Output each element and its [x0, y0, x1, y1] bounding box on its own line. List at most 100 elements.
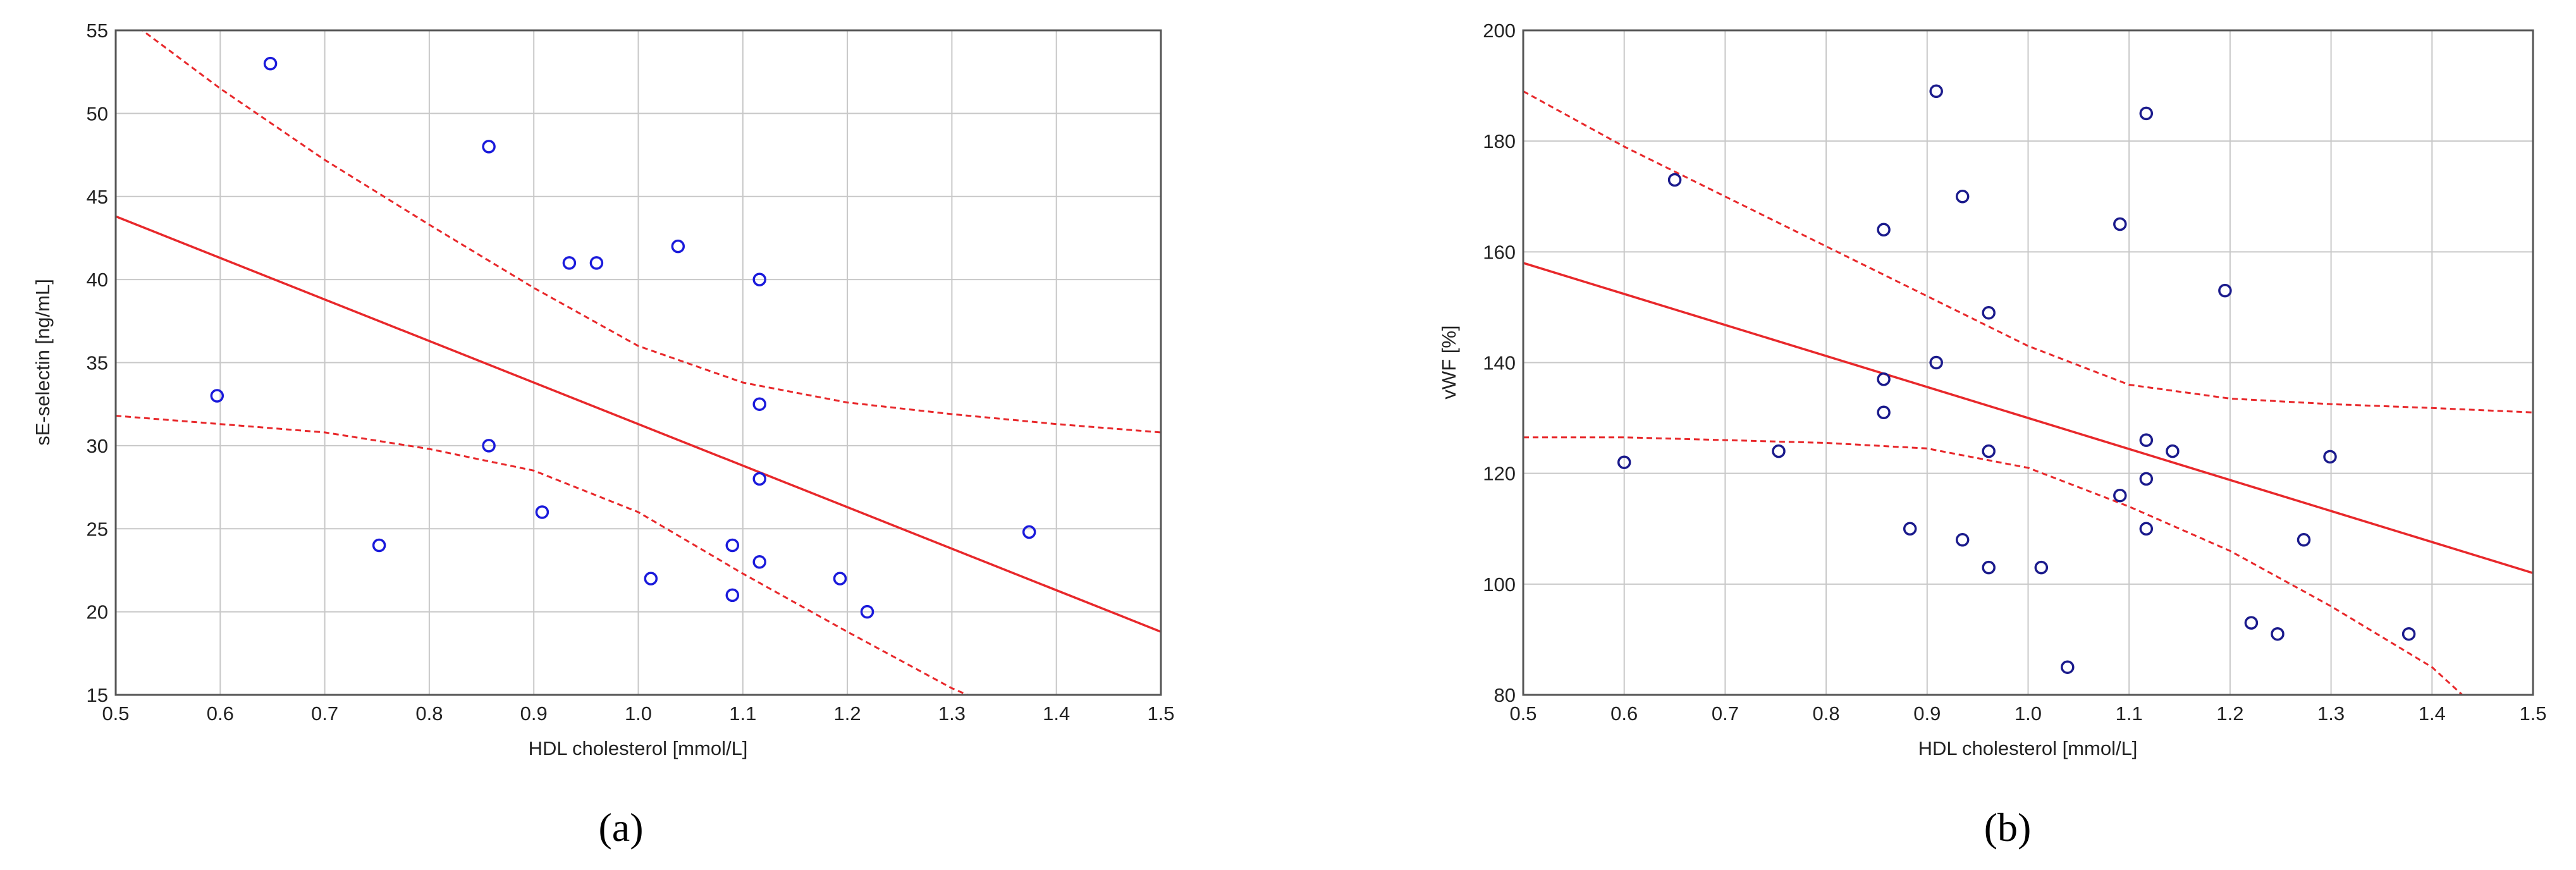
- chart-a-ci-upper: [140, 30, 1161, 434]
- chart-b-point-27: [2323, 450, 2337, 464]
- chart-b-point-22: [2166, 444, 2180, 458]
- chart-a-point-4: [482, 439, 496, 453]
- chart-a-y-tick-label: 55: [87, 20, 108, 42]
- chart-b-y-tick-label: 160: [1483, 241, 1516, 263]
- chart-b-point-6: [1903, 522, 1917, 536]
- chart-a-point-15: [752, 555, 766, 569]
- chart-b-point-21: [2139, 522, 2154, 536]
- chart-b-point-28: [2401, 627, 2416, 641]
- chart-a-y-tick-label: 20: [87, 601, 108, 623]
- chart-b-point-5: [1877, 405, 1891, 420]
- chart-b-point-26: [2297, 533, 2311, 547]
- chart-b-point-23: [2218, 283, 2232, 298]
- chart-b-point-13: [1982, 560, 1996, 575]
- chart-a-x-tick-label: 0.7: [311, 702, 338, 725]
- chart-a-ylabel: sE-selectin [ng/mL]: [32, 279, 54, 446]
- chart-b-panel-label: (b): [1984, 805, 2032, 850]
- chart-b-y-ticks: 80 100 120 140 160 180 200: [1483, 20, 1516, 706]
- chart-a-regression-line: [116, 215, 1161, 633]
- chart-b-plot-frame: [1522, 29, 2534, 696]
- chart-b-point-10: [1955, 533, 1970, 547]
- chart-b-x-tick-label: 0.5: [1509, 702, 1536, 725]
- chart-a-y-ticks: 15 20 25 30 35 40 45 50 55: [87, 20, 108, 706]
- chart-a-point-3: [482, 140, 496, 154]
- chart-b-point-18: [2139, 106, 2154, 121]
- chart-a-x-tick-label: 1.3: [938, 702, 966, 725]
- chart-b: 0.5 0.6 0.7 0.8 0.9 1.0 1.1 1.2 1.3 1.4 1.5 80 100 1…: [1438, 20, 2547, 850]
- chart-a-point-7: [589, 256, 604, 270]
- chart-b-fit: [1523, 262, 2533, 574]
- chart-b-point-25: [2271, 627, 2285, 641]
- chart-a-panel-label: (a): [598, 805, 643, 850]
- chart-a-x-ticks: 0.5 0.6 0.7 0.8 0.9 1.0 1.1 1.2 1.3 1.4 1.5: [102, 702, 1174, 725]
- chart-b-point-17: [2113, 488, 2127, 503]
- chart-b-x-tick-label: 1.1: [2116, 702, 2143, 725]
- chart-a-point-14: [752, 472, 766, 486]
- chart-a-xlabel: HDL cholesterol [mmol/L]: [529, 737, 748, 759]
- chart-b-xlabel: HDL cholesterol [mmol/L]: [1918, 737, 2138, 759]
- chart-a-grid: [115, 30, 1162, 695]
- chart-a-x-tick-label: 0.9: [520, 702, 548, 725]
- chart-b-point-12: [1982, 444, 1996, 458]
- chart-a-y-tick-label: 45: [87, 186, 108, 208]
- chart-b-point-11: [1982, 305, 1996, 320]
- chart-b-y-tick-label: 200: [1483, 20, 1516, 42]
- chart-a-x-tick-label: 1.0: [625, 702, 652, 725]
- chart-b-y-tick-label: 120: [1483, 463, 1516, 485]
- chart-b-ci-upper: [1523, 90, 2533, 414]
- chart-a-x-tick-label: 0.8: [415, 702, 443, 725]
- chart-b-point-8: [1929, 355, 1943, 370]
- chart-a-point-9: [671, 239, 685, 254]
- chart-b-x-tick-label: 0.8: [1813, 702, 1840, 725]
- chart-b-point-3: [1877, 223, 1891, 237]
- chart-b-point-19: [2139, 433, 2154, 447]
- chart-a-y-tick-label: 50: [87, 102, 108, 125]
- chart-a-point-8: [644, 572, 658, 585]
- chart-a-ci-lower: [116, 415, 968, 695]
- chart-b-x-tick-label: 0.7: [1712, 702, 1739, 725]
- chart-b-y-tick-label: 80: [1494, 684, 1516, 706]
- chart-a-x-tick-label: 0.6: [207, 702, 234, 725]
- chart-a-y-tick-label: 30: [87, 435, 108, 457]
- chart-b-x-tick-label: 1.0: [2015, 702, 2042, 725]
- chart-b-point-0: [1617, 455, 1631, 469]
- chart-b-x-tick-label: 0.6: [1610, 702, 1638, 725]
- chart-a-point-0: [210, 389, 224, 403]
- chart-a-y-tick-label: 25: [87, 518, 108, 540]
- chart-a-x-tick-label: 1.4: [1043, 702, 1070, 725]
- chart-a-y-tick-label: 40: [87, 269, 108, 291]
- chart-a-point-5: [535, 505, 549, 519]
- chart-b-x-tick-label: 1.5: [2519, 702, 2546, 725]
- chart-b-point-2: [1772, 444, 1786, 458]
- chart-b-point-7: [1929, 84, 1943, 99]
- chart-a-x-tick-label: 1.1: [729, 702, 756, 725]
- chart-b-x-tick-label: 0.9: [1913, 702, 1941, 725]
- chart-b-ylabel: vWF [%]: [1438, 325, 1460, 399]
- chart-b-ci-lower: [1523, 436, 2463, 695]
- chart-b-x-tick-label: 1.2: [2216, 702, 2243, 725]
- chart-a-fit: [116, 215, 1161, 633]
- chart-a-point-12: [752, 273, 766, 286]
- chart-a-point-18: [1022, 525, 1036, 539]
- chart-a-point-13: [752, 397, 766, 411]
- chart-a-point-6: [562, 256, 577, 270]
- chart-a-plot-frame: [114, 29, 1162, 696]
- chart-a-point-10: [725, 538, 740, 553]
- chart-b-x-tick-label: 1.3: [2317, 702, 2345, 725]
- chart-b-x-ticks: 0.5 0.6 0.7 0.8 0.9 1.0 1.1 1.2 1.3 1.4 1.5: [1509, 702, 2546, 725]
- chart-a-y-tick-label: 35: [87, 352, 108, 374]
- chart-a-point-11: [725, 588, 740, 603]
- chart-a-points: [210, 56, 1036, 619]
- chart-a-point-16: [833, 572, 847, 585]
- chart-b-regression-line: [1523, 262, 2533, 574]
- chart-a-x-tick-label: 1.5: [1147, 702, 1174, 725]
- chart-a: 0.5 0.6 0.7 0.8 0.9 1.0 1.1 1.2 1.3 1.4 1.5 15 20 25…: [32, 20, 1175, 850]
- chart-b-point-16: [2113, 217, 2127, 231]
- chart-b-point-9: [1955, 190, 1970, 204]
- chart-b-point-4: [1877, 372, 1891, 386]
- chart-b-y-tick-label: 180: [1483, 130, 1516, 152]
- chart-b-point-15: [2061, 660, 2075, 674]
- chart-b-ci-lines: [1523, 90, 2533, 695]
- chart-a-ci-lines: [116, 30, 1161, 695]
- chart-b-point-1: [1667, 173, 1682, 187]
